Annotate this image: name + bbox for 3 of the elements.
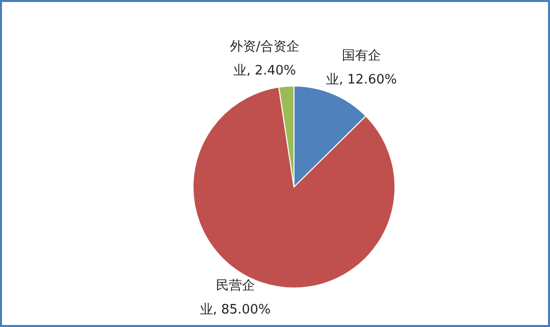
slice-label: 国有企业, 12.60% xyxy=(326,48,397,88)
slice-label: 外资/合资企业, 2.40% xyxy=(230,39,300,78)
slice-label: 民营企业, 85.00% xyxy=(200,278,271,318)
